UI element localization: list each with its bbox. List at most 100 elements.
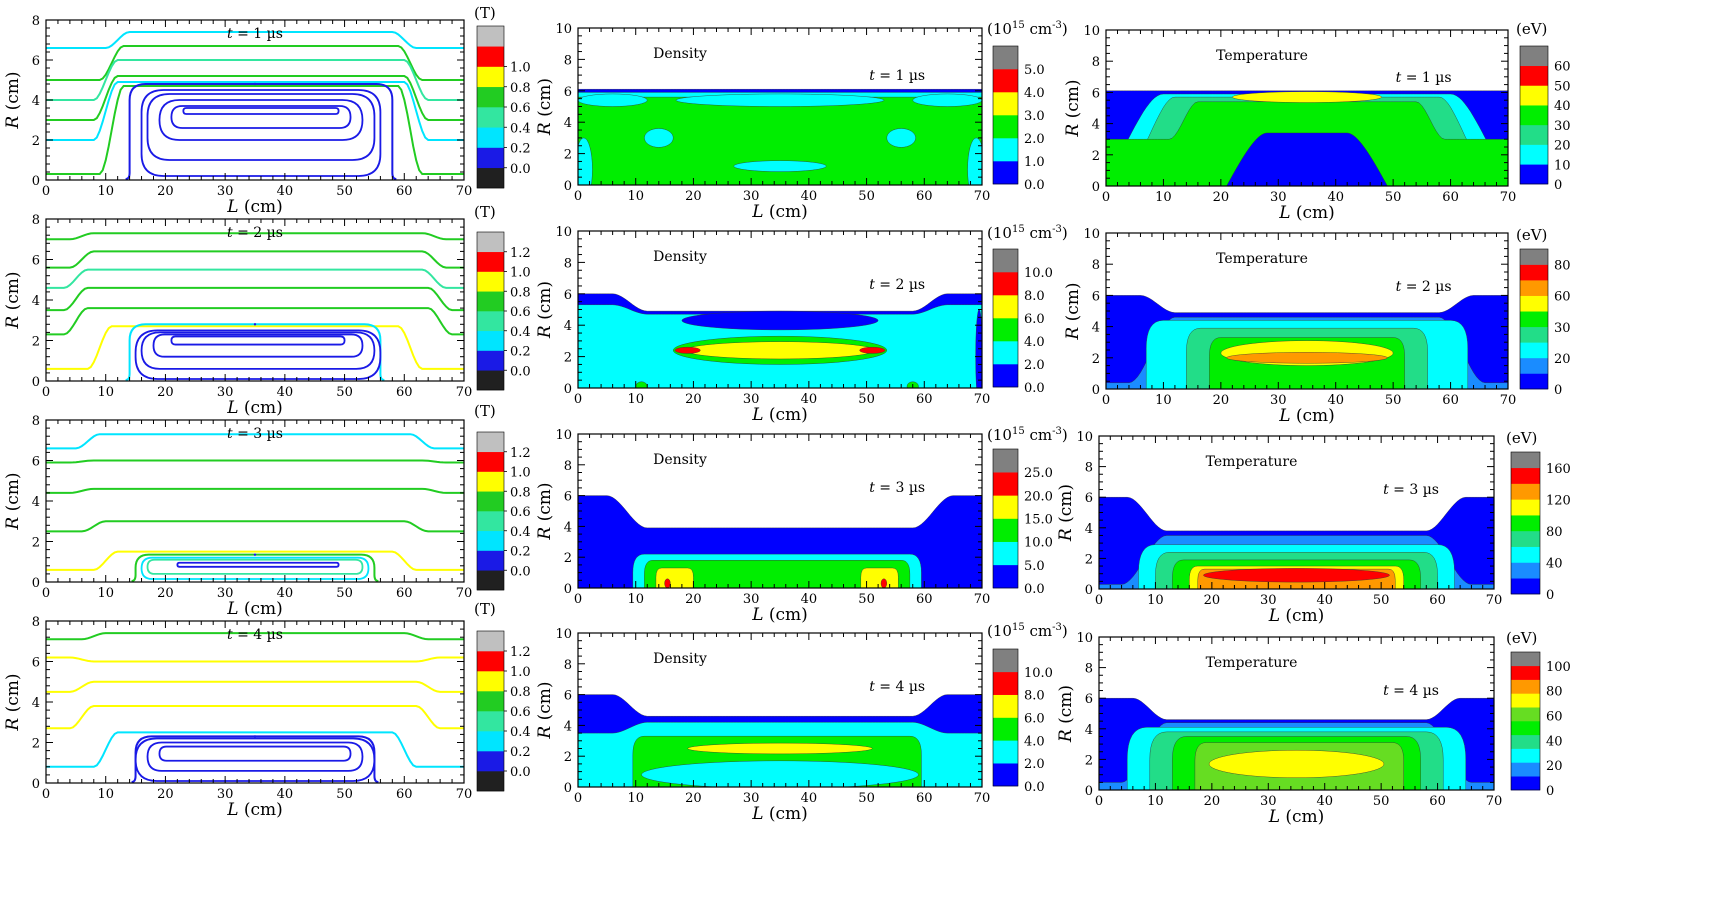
colorbar-segment (993, 449, 1018, 473)
colorbar-tick-label: 30 (1554, 321, 1571, 336)
colorbar-tick-label: 0.4 (510, 121, 531, 136)
y-tick-label: 6 (564, 85, 572, 100)
x-tick-label: 70 (1500, 393, 1517, 408)
time-annotation: t = 1 µs (1396, 70, 1452, 86)
colorbar-segment (477, 570, 504, 591)
x-tick-label: 60 (916, 791, 933, 806)
x-axis-label: L (cm) (1268, 606, 1325, 626)
x-tick-label: 40 (277, 385, 294, 400)
x-tick-label: 60 (396, 787, 413, 802)
colorbar-frame (1510, 651, 1541, 791)
colorbar-segment (1520, 65, 1548, 86)
y-tick-label: 2 (32, 134, 40, 149)
x-tick-label: 20 (157, 787, 174, 802)
y-tick-label: 4 (32, 495, 40, 510)
contour-region (655, 567, 694, 588)
colorbar-tick-label: 4.0 (1024, 734, 1045, 749)
x-tick-label: 10 (97, 787, 114, 802)
colorbar-frame (992, 45, 1019, 185)
x-tick-label: 20 (1213, 190, 1230, 205)
x-tick-label: 0 (1102, 393, 1110, 408)
time-annotation: t = 2 µs (869, 277, 925, 293)
x-tick-label: 0 (42, 586, 50, 601)
colorbar-segment (993, 69, 1018, 93)
colorbar-segment (993, 295, 1018, 319)
plot-area (1106, 233, 1508, 389)
x-tick-label: 10 (1147, 794, 1164, 809)
colorbar-tick-label: 10 (1554, 158, 1571, 173)
x-tick-label: 30 (743, 392, 760, 407)
plot-area (1106, 30, 1508, 186)
time-annotation: t = 4 µs (227, 627, 283, 643)
x-tick-label: 70 (456, 385, 473, 400)
colorbar-tick-label: 2.0 (1024, 757, 1045, 772)
colorbar-tick-label: 3.0 (1024, 109, 1045, 124)
contour-region (635, 381, 648, 388)
closed-field-loop (158, 745, 352, 762)
y-tick-label: 2 (1092, 352, 1100, 367)
x-tick-label: 10 (627, 592, 644, 607)
x-tick-label: 40 (1327, 393, 1344, 408)
colorbar-tick-label: 25.0 (1024, 466, 1053, 481)
x-tick-label: 10 (97, 184, 114, 199)
colorbar-segment (1520, 373, 1548, 390)
y-axis-label: R (cm) (1056, 685, 1076, 743)
colorbar-segment (1520, 357, 1548, 374)
x-tick-label: 20 (685, 392, 702, 407)
colorbar-tick-label: 60 (1546, 709, 1563, 724)
y-tick-label: 8 (564, 459, 572, 474)
y-tick-label: 2 (564, 750, 572, 765)
colorbar-segment (1511, 652, 1540, 667)
x-tick-label: 40 (277, 184, 294, 199)
y-tick-label: 8 (564, 658, 572, 673)
plot-area (46, 621, 464, 783)
colorbar-frame (1519, 45, 1549, 185)
y-tick-label: 0 (1085, 583, 1093, 598)
x-axis-label: L (cm) (226, 800, 283, 820)
x-tick-label: 40 (1327, 190, 1344, 205)
y-tick-label: 8 (1092, 55, 1100, 70)
field-line (46, 680, 464, 693)
time-annotation: t = 1 µs (869, 68, 925, 84)
x-axis-label: L (cm) (1278, 406, 1335, 426)
colorbar-tick-label: 0.6 (510, 101, 531, 116)
x-axis-label: L (cm) (226, 398, 283, 418)
y-tick-label: 2 (564, 351, 572, 366)
colorbar-tick-label: 20 (1554, 139, 1571, 154)
colorbar-tick-label: 0.8 (510, 285, 531, 300)
colorbar-segment (477, 251, 504, 272)
y-axis-label: R (cm) (3, 673, 23, 731)
y-axis-label: R (cm) (1063, 282, 1083, 340)
colorbar-segment (1520, 342, 1548, 359)
y-tick-label: 6 (32, 54, 40, 69)
x-tick-label: 0 (1095, 794, 1103, 809)
colorbar-tick-label: 50 (1554, 79, 1571, 94)
plot-title: Temperature (1206, 655, 1298, 671)
x-tick-label: 30 (743, 791, 760, 806)
x-tick-label: 60 (916, 189, 933, 204)
y-tick-label: 0 (32, 777, 40, 792)
colorbar-segment (477, 107, 504, 128)
colorbar-segment (477, 370, 504, 391)
colorbar-segment (1511, 679, 1540, 694)
contour-region (644, 128, 674, 148)
colorbar-segment (1511, 748, 1540, 763)
colorbar-units: (T) (474, 203, 496, 221)
field-line (46, 81, 464, 141)
plot-area (1099, 436, 1494, 589)
colorbar-segment (993, 318, 1018, 342)
y-tick-label: 4 (564, 116, 572, 131)
y-tick-label: 4 (564, 319, 572, 334)
colorbar-segment (993, 472, 1018, 496)
field-line (46, 45, 464, 81)
x-axis-label: L (cm) (1278, 203, 1335, 223)
field-line (46, 286, 464, 312)
closed-field-loop (146, 558, 364, 575)
plot-area (46, 219, 464, 381)
y-tick-label: 4 (32, 294, 40, 309)
o-point-marker (253, 82, 257, 86)
plot-area (578, 28, 982, 185)
x-tick-label: 40 (277, 787, 294, 802)
y-tick-label: 0 (564, 382, 572, 397)
colorbar-frame (992, 648, 1019, 787)
